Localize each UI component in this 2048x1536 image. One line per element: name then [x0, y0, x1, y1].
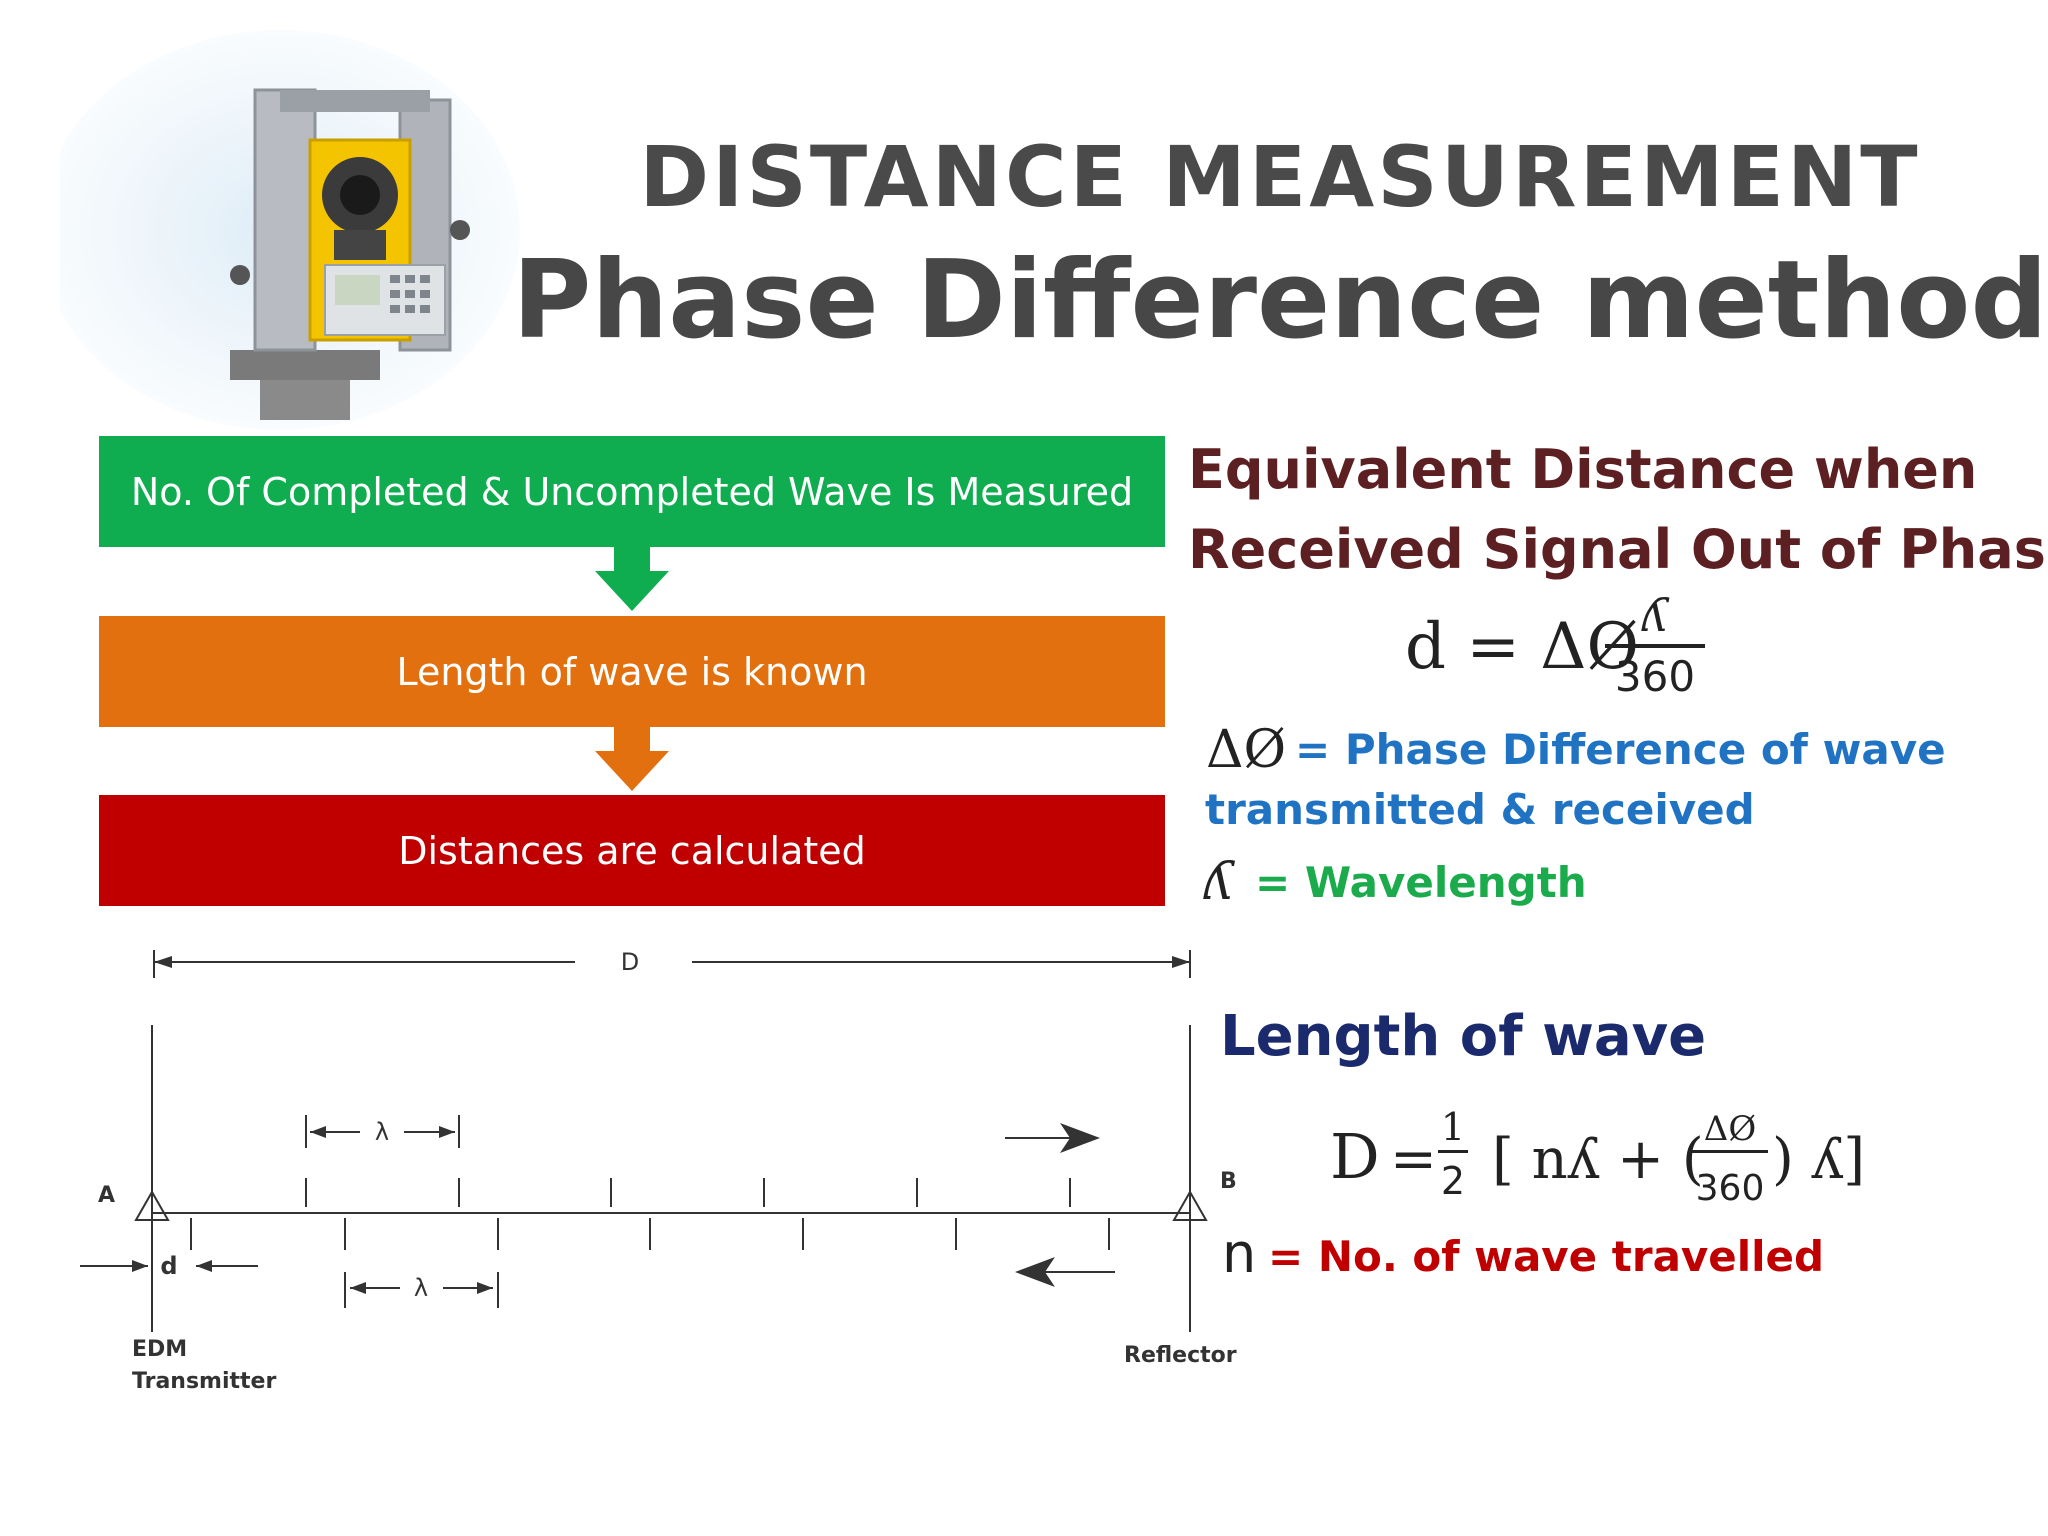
- formula-D: D: [1330, 1120, 1380, 1193]
- phase-formula-lhs: d = ΔØ: [1405, 610, 1639, 684]
- phase-formula-fraction: ʎ 360: [1605, 590, 1705, 702]
- diagram-transmitter-line-2: Transmitter: [132, 1369, 276, 1394]
- diagram-reflector-label: Reflector: [1124, 1343, 1237, 1368]
- formula-close: ) ʎ]: [1772, 1127, 1865, 1192]
- formula-inner-denominator: 360: [1696, 1168, 1765, 1209]
- n-symbol: n: [1222, 1222, 1257, 1285]
- formula-half-numerator: 1: [1441, 1105, 1465, 1149]
- phase-formula-numerator: ʎ: [1642, 588, 1668, 642]
- total-station-illustration: [60, 30, 520, 430]
- diagram-point-b: B: [1220, 1169, 1237, 1194]
- diagram-transmitter-line-1: EDM: [132, 1337, 187, 1362]
- flow-arrow-down-icon: [595, 547, 669, 611]
- phase-difference-symbol: ΔØ: [1206, 720, 1287, 780]
- diagram-point-a: A: [98, 1183, 115, 1208]
- formula-inner-numerator: ΔØ: [1704, 1109, 1756, 1149]
- length-of-wave-formula: D = 1 2 [ nʎ + ( ΔØ 360 ) ʎ]: [1330, 1105, 1865, 1209]
- phase-measurement-diagram: D λ λ d A B EDM Transmitter Reflector: [80, 948, 1237, 1394]
- fraction-bar: [1605, 644, 1705, 648]
- flow-step-1: No. Of Completed & Uncompleted Wave Is M…: [99, 436, 1165, 547]
- length-of-wave-heading: Length of wave: [1220, 1004, 1707, 1069]
- formula-half-denominator: 2: [1441, 1159, 1465, 1203]
- n-definition: = No. of wave travelled: [1268, 1232, 1825, 1281]
- formula-equals: =: [1390, 1127, 1437, 1192]
- flow-step-3: Distances are calculated: [99, 795, 1165, 906]
- title-line-2: Phase Difference method: [512, 238, 2048, 363]
- flow-step-2: Length of wave is known: [99, 616, 1165, 727]
- phase-difference-definition: = Phase Difference of wave transmitted &…: [1205, 725, 1946, 834]
- equivalent-distance-heading-line-2: Received Signal Out of Phase: [1188, 518, 2048, 581]
- equivalent-distance-heading-line-1: Equivalent Distance when: [1188, 438, 1978, 501]
- title-line-1: DISTANCE MEASUREMENT: [639, 128, 1921, 226]
- flow-arrow-down-icon: [595, 727, 669, 791]
- diagram-offset-label: d: [160, 1252, 177, 1280]
- wavelength-symbol: ʎ: [1204, 852, 1234, 912]
- diagram-wavelength-label-upper: λ: [375, 1118, 389, 1146]
- wavelength-definition: = Wavelength: [1255, 858, 1587, 907]
- formula-open: [ nʎ + (: [1492, 1127, 1704, 1192]
- diagram-total-distance-label: D: [621, 948, 639, 976]
- phase-formula-denominator: 360: [1614, 652, 1696, 701]
- diagram-wavelength-label-lower: λ: [414, 1274, 428, 1302]
